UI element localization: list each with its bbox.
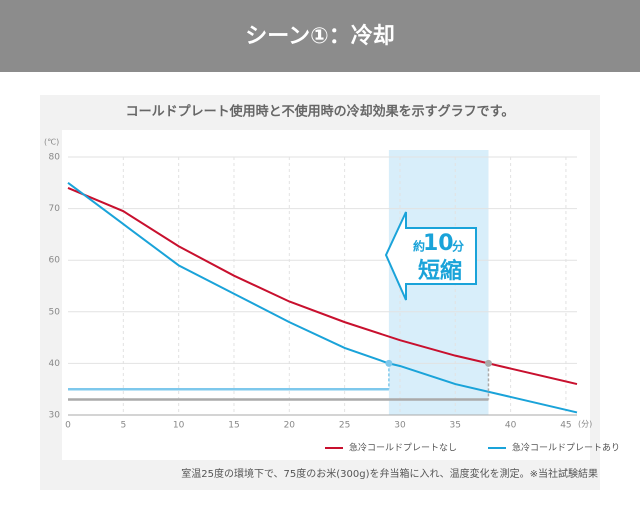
x-tick-label: 10: [173, 421, 185, 431]
y-tick-label: 40: [49, 359, 61, 369]
plot-area: [62, 130, 590, 460]
x-tick-label: 45: [560, 421, 571, 431]
callout-arrow: [384, 211, 477, 301]
x-tick-label: 5: [120, 421, 126, 431]
series-line: [67, 187, 578, 386]
x-tick-label: 30: [394, 421, 406, 431]
x-tick-label: 15: [228, 421, 239, 431]
x-tick-label: 35: [450, 421, 461, 431]
plot: 30 40 50 60 70 80 0 5 10 15 20 25 30 35 40 45 急冷コールドプレート…: [49, 150, 620, 454]
y-tick-label: 50: [49, 307, 61, 317]
x-tick-label: 25: [339, 421, 350, 431]
legend-label: 急冷コールドプレートあり: [512, 442, 620, 454]
banner: [0, 0, 640, 72]
x-unit: (分): [578, 420, 592, 429]
x-tick-label: 40: [505, 421, 517, 431]
chart-title: コールドプレート使用時と不使用時の冷却効果を示すグラフです。: [126, 104, 515, 120]
x-tick-label: 0: [65, 421, 71, 431]
footnote: 室温25度の環境下で、75度のお米(300g)を弁当箱に入れ、温度変化を測定。※…: [181, 467, 598, 480]
callout-unit: 分: [452, 239, 464, 254]
marker: [484, 359, 492, 367]
callout-text: 短縮: [418, 258, 462, 284]
callout-number: 10: [423, 231, 454, 256]
y-tick-label: 60: [49, 256, 61, 266]
banner-title: シーン①：冷却: [245, 23, 395, 49]
callout: 約 10 分 短縮: [384, 211, 477, 301]
callout-prefix: 約: [413, 239, 425, 254]
y-tick-label: 80: [49, 153, 61, 163]
x-tick-label: 20: [284, 421, 296, 431]
marker: [385, 359, 393, 367]
series-line: [67, 181, 578, 414]
y-unit: (℃): [44, 138, 59, 147]
y-tick-label: 70: [49, 204, 61, 214]
legend-label: 急冷コールドプレートなし: [349, 442, 457, 454]
y-tick-label: 30: [49, 411, 61, 421]
